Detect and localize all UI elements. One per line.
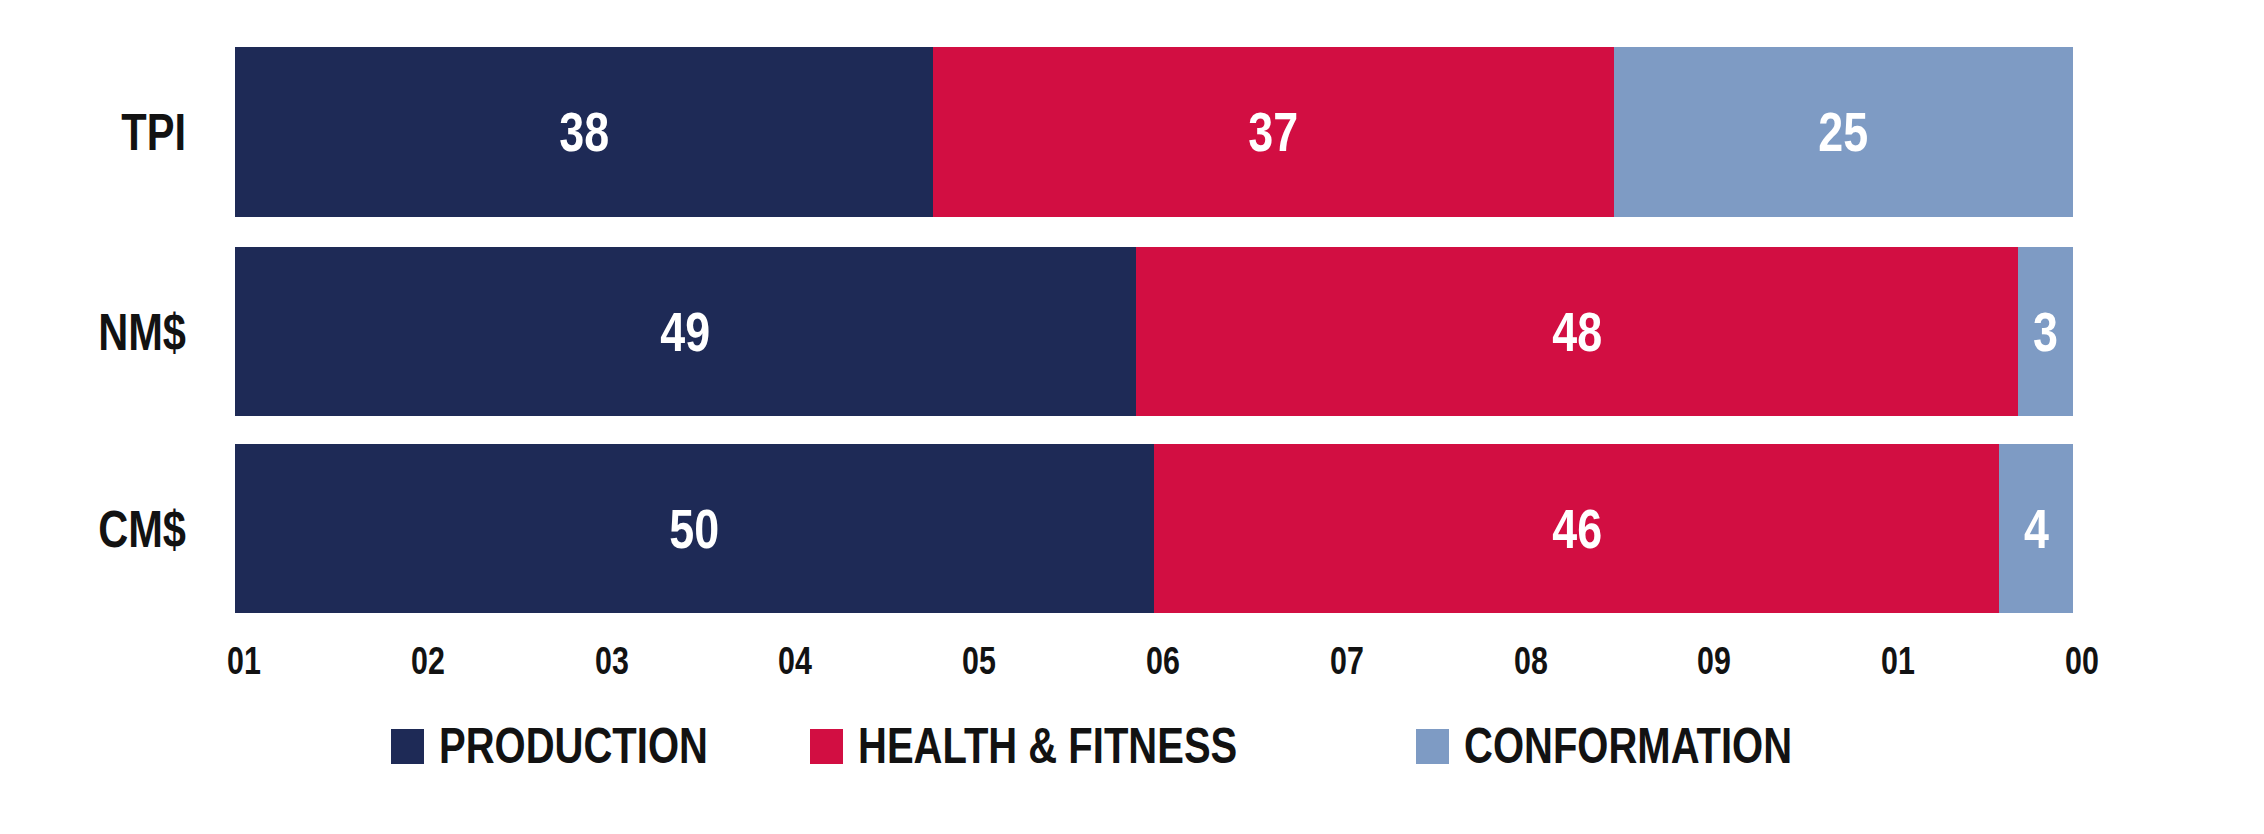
axis-tick-label: 02 — [411, 642, 445, 680]
stacked-bar-chart: TPI 38 37 25 NM$ 49 48 3 CM$ 50 46 4 01 02 03 04 05 06 07… — [0, 0, 2264, 834]
bar-segment: 37 — [933, 47, 1613, 217]
axis-tick-label: 00 — [2065, 642, 2099, 680]
bar-segment: 48 — [1136, 247, 2018, 416]
value-label: 25 — [1818, 104, 1868, 160]
bar-row: 38 37 25 — [235, 47, 2073, 217]
health-fitness-swatch-icon — [810, 729, 843, 764]
bar-segment: 46 — [1154, 444, 1999, 613]
bar-row: 50 46 4 — [235, 444, 2073, 613]
bar-segment: 49 — [235, 247, 1136, 416]
value-label: 38 — [559, 104, 609, 160]
bar-segment: 25 — [1614, 47, 2074, 217]
axis-tick-label: 09 — [1697, 642, 1731, 680]
bar-row: 49 48 3 — [235, 247, 2073, 416]
row-label-tpi: TPI — [37, 47, 186, 217]
bar-segment: 4 — [1999, 444, 2073, 613]
value-label: 48 — [1552, 304, 1602, 360]
axis-tick-label: 01 — [1881, 642, 1915, 680]
value-label: 50 — [670, 501, 720, 557]
legend-item-health-fitness: HEALTH & FITNESS — [810, 722, 1332, 770]
value-label: 4 — [2024, 501, 2049, 557]
x-axis: 01 02 03 04 05 06 07 08 09 01 00 — [0, 634, 2264, 690]
value-label: 37 — [1249, 104, 1299, 160]
axis-tick-label: 04 — [778, 642, 812, 680]
value-label: 49 — [660, 304, 710, 360]
axis-tick-label: 08 — [1514, 642, 1548, 680]
legend-label: HEALTH & FITNESS — [858, 721, 1237, 771]
legend-label: CONFORMATION — [1464, 721, 1792, 771]
axis-tick-label: 05 — [962, 642, 996, 680]
legend-item-conformation: CONFORMATION — [1416, 722, 1874, 770]
row-label-nm: NM$ — [37, 247, 186, 416]
production-swatch-icon — [391, 729, 424, 764]
value-label: 46 — [1552, 501, 1602, 557]
axis-tick-label: 03 — [595, 642, 629, 680]
bar-segment: 3 — [2018, 247, 2073, 416]
axis-tick-label: 07 — [1330, 642, 1364, 680]
axis-tick-label: 01 — [227, 642, 261, 680]
bar-segment: 38 — [235, 47, 933, 217]
axis-tick-label: 06 — [1146, 642, 1180, 680]
legend: PRODUCTION HEALTH & FITNESS CONFORMATION — [0, 722, 2264, 778]
conformation-swatch-icon — [1416, 729, 1449, 764]
bar-segment: 50 — [235, 444, 1154, 613]
legend-label: PRODUCTION — [439, 721, 708, 771]
legend-item-production: PRODUCTION — [391, 722, 775, 770]
row-label-cm: CM$ — [37, 444, 186, 613]
value-label: 3 — [2033, 304, 2058, 360]
